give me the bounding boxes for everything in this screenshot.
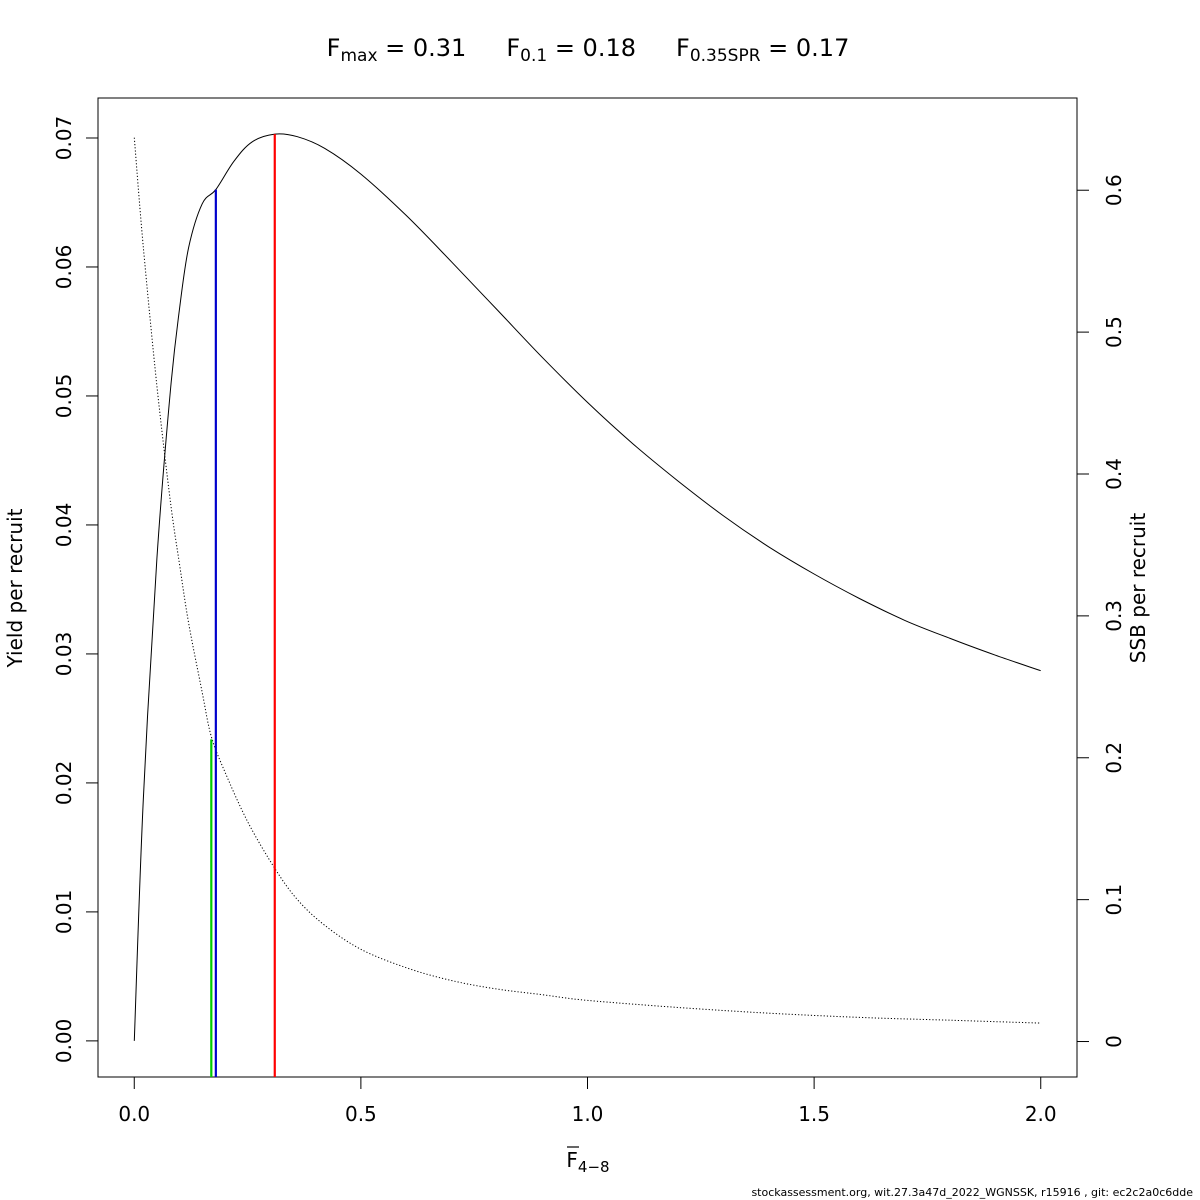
y-tick-label: 0.06 <box>52 245 76 290</box>
axis-labels: Yield per recruit SSB per recruit F4−8 <box>3 508 1150 1175</box>
y-tick-label: 0.00 <box>52 1019 76 1064</box>
title-subscript: max <box>340 46 377 66</box>
y-tick-label: 0.07 <box>52 116 76 161</box>
title-subscript: 0.35SPR <box>690 46 761 66</box>
y-tick-label: 0.05 <box>52 374 76 419</box>
y2-tick-label: 0 <box>1102 1035 1126 1048</box>
chart-title-text: Fmax = 0.31 F0.1 = 0.18 F0.35SPR = 0.17 <box>327 34 850 66</box>
y2-tick-label: 0.5 <box>1102 316 1126 348</box>
x-axis-label: F4−8 <box>566 1148 609 1176</box>
y2-tick-label: 0.4 <box>1102 458 1126 490</box>
x-tick-label: 1.0 <box>572 1102 604 1126</box>
y2-tick-label: 0.6 <box>1102 174 1126 206</box>
y-axis-label: Yield per recruit <box>3 508 27 668</box>
x-tick-label: 0.5 <box>345 1102 377 1126</box>
title-symbol: F <box>676 34 690 62</box>
y-tick-label: 0.04 <box>52 503 76 548</box>
yield-per-recruit-curve <box>134 134 1040 1041</box>
y2-tick-label: 0.2 <box>1102 742 1126 774</box>
y2-tick-label: 0.3 <box>1102 600 1126 632</box>
title-symbol: F <box>327 34 341 62</box>
x-axis: 0.0 0.5 1.0 1.5 2.0 <box>118 1077 1056 1126</box>
x-tick-label: 0.0 <box>118 1102 150 1126</box>
y-axis-right: 0 0.1 0.2 0.3 0.4 0.5 0.6 <box>1077 174 1126 1048</box>
y-tick-label: 0.01 <box>52 890 76 935</box>
x-tick-label: 2.0 <box>1025 1102 1057 1126</box>
y-tick-label: 0.03 <box>52 632 76 677</box>
title-value: = 0.31 <box>378 34 467 62</box>
title-value: = 0.17 <box>761 34 850 62</box>
y-tick-label: 0.02 <box>52 761 76 806</box>
x-axis-label-symbol: F <box>566 1148 578 1172</box>
footer-credit: stockassessment.org, wit.27.3a47d_2022_W… <box>751 1186 1193 1199</box>
y-axis-left: 0.00 0.01 0.02 0.03 0.04 0.05 0.06 0.07 <box>52 116 98 1063</box>
title-subscript: 0.1 <box>520 46 547 66</box>
y2-axis-label: SSB per recruit <box>1126 513 1150 664</box>
x-tick-label: 1.5 <box>798 1102 830 1126</box>
ssb-per-recruit-curve <box>134 138 1040 1023</box>
y2-tick-label: 0.1 <box>1102 884 1126 916</box>
x-axis-label-subscript: 4−8 <box>578 1158 610 1176</box>
reference-lines <box>211 134 274 1077</box>
series-group <box>134 134 1040 1041</box>
title-symbol: F <box>506 34 520 62</box>
title-value: = 0.18 <box>547 34 636 62</box>
chart-title: Fmax = 0.31 F0.1 = 0.18 F0.35SPR = 0.17 <box>327 34 850 66</box>
plot-frame <box>98 98 1077 1077</box>
